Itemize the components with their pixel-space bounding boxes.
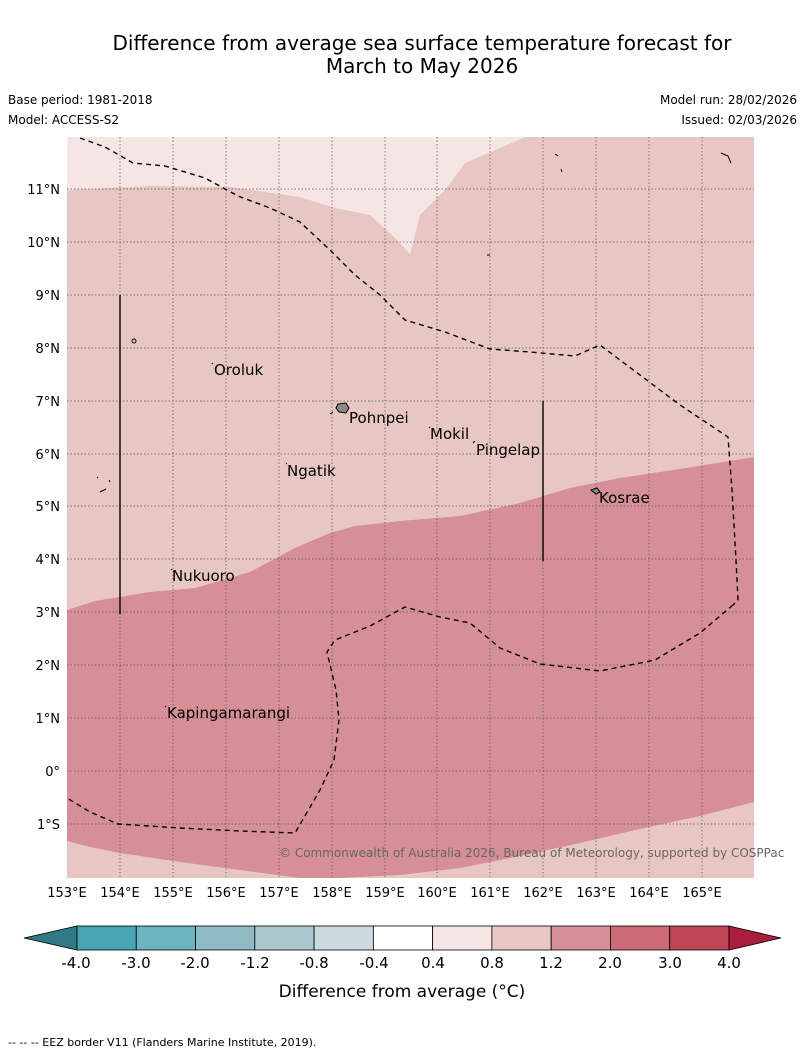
island-markers	[164, 362, 476, 708]
place-label: Mokil	[430, 425, 469, 443]
lat-label: 1°S	[37, 818, 60, 833]
map-plot-area: Oroluk Pohnpei Mokil Pingelap Ngatik Kos…	[67, 137, 754, 878]
islet	[329, 411, 334, 415]
lat-label: 1°N	[36, 712, 61, 727]
eez-border	[67, 137, 739, 834]
colorbar-cell	[254, 925, 315, 951]
islet	[131, 338, 137, 344]
colorbar-cell	[550, 925, 611, 951]
forecast-map: Oroluk Pohnpei Mokil Pingelap Ngatik Kos…	[23, 137, 784, 1002]
lat-label: 8°N	[36, 342, 61, 357]
colorbar-tick-label: 4.0	[717, 954, 741, 972]
place-label: Oroluk	[214, 361, 263, 379]
colorbar-tick-label: -0.8	[299, 954, 328, 972]
lat-label: 6°N	[36, 448, 61, 463]
islet	[96, 476, 111, 493]
colorbar-cell	[76, 925, 137, 951]
kosrae-island	[589, 487, 601, 495]
colorbar-extend-high	[728, 925, 782, 951]
lon-label: 158°E	[312, 886, 352, 901]
lat-label: 11°N	[27, 183, 60, 198]
colorbar-cell	[491, 925, 552, 951]
lat-label: 3°N	[36, 606, 61, 621]
colorbar-cell	[313, 925, 374, 951]
colorbar-tick-label: -4.0	[61, 954, 90, 972]
place-label: Kapingamarangi	[167, 704, 290, 722]
lon-label: 163°E	[576, 886, 616, 901]
colorbar-tick-label: 1.2	[539, 954, 563, 972]
anomaly-band-1.2-2.0	[67, 457, 754, 878]
lat-label: 2°N	[36, 659, 61, 674]
model-label: Model: ACCESS-S2	[8, 113, 120, 127]
place-label: Ngatik	[287, 462, 336, 480]
issued-label: Issued: 02/03/2026	[681, 113, 797, 127]
lat-label: 5°N	[36, 500, 61, 515]
lon-label: 156°E	[206, 886, 246, 901]
chart-title: Difference from average sea surface temp…	[0, 32, 804, 78]
lat-label: 0°	[45, 765, 60, 780]
place-label: Nukuoro	[172, 567, 235, 585]
colorbar-tick-label: -2.0	[180, 954, 209, 972]
colorbar-tick-label: 2.0	[598, 954, 622, 972]
colorbar-tick-label: 3.0	[658, 954, 682, 972]
place-label: Kosrae	[599, 489, 650, 507]
colorbar-cell	[135, 925, 196, 951]
pohnpei-island	[335, 402, 350, 414]
colorbar-tick-label: -1.2	[240, 954, 269, 972]
lon-label: 155°E	[153, 886, 193, 901]
colorbar-label: Difference from average (°C)	[279, 982, 526, 1002]
colorbar-tick-label: 0.4	[421, 954, 445, 972]
lon-label: 154°E	[100, 886, 140, 901]
colorbar-cell	[195, 925, 256, 951]
base-period-label: Base period: 1981-2018	[8, 93, 153, 107]
islands	[96, 152, 732, 708]
colorbar-tick-label: -3.0	[121, 954, 150, 972]
colorbar-cell	[610, 925, 671, 951]
lon-label: 165°E	[682, 886, 722, 901]
eez-legend-note: -- -- -- EEZ border V11 (Flanders Marine…	[8, 1036, 317, 1049]
lat-label: 7°N	[36, 395, 61, 410]
lon-label: 161°E	[470, 886, 510, 901]
lon-label: 153°E	[47, 886, 87, 901]
lon-label: 160°E	[417, 886, 457, 901]
lat-label: 9°N	[36, 289, 61, 304]
colorbar-extend-low	[23, 925, 78, 951]
place-label: Pohnpei	[349, 409, 409, 427]
islet	[554, 152, 732, 173]
colorbar-tick-label: 0.8	[480, 954, 504, 972]
colorbar-cell	[432, 925, 493, 951]
title-line-2: March to May 2026	[325, 54, 519, 78]
gridlines	[67, 137, 754, 878]
copyright-text: © Commonwealth of Australia 2026, Bureau…	[279, 846, 784, 860]
colorbar-cell	[669, 925, 730, 951]
model-run-label: Model run: 28/02/2026	[659, 93, 797, 107]
colorbar-tick-label: -0.4	[359, 954, 388, 972]
title-line-1: Difference from average sea surface temp…	[112, 31, 732, 55]
place-label: Pingelap	[476, 441, 540, 459]
lon-label: 164°E	[629, 886, 669, 901]
colorbar-cell	[372, 925, 434, 951]
colorbar	[23, 925, 782, 951]
lat-label: 10°N	[27, 236, 60, 251]
lat-label: 4°N	[36, 553, 61, 568]
lon-label: 159°E	[365, 886, 405, 901]
lon-label: 157°E	[259, 886, 299, 901]
lon-label: 162°E	[523, 886, 563, 901]
